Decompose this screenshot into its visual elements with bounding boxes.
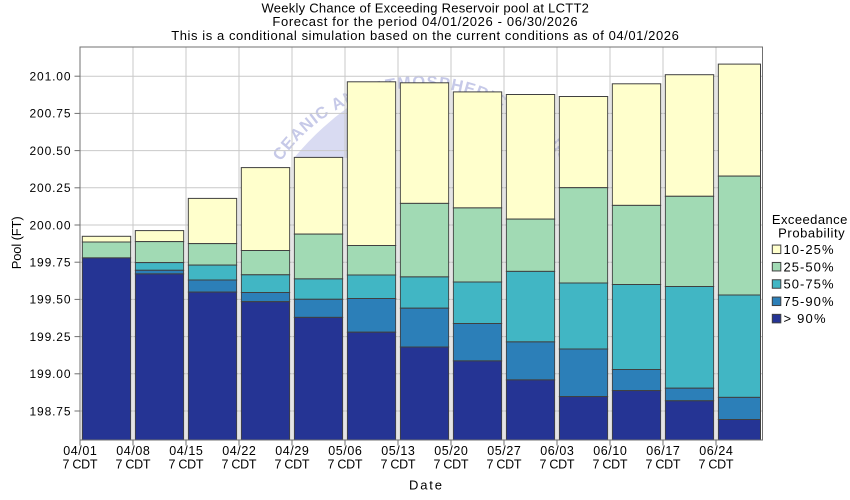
svg-text:05/13: 05/13 [381, 444, 415, 458]
svg-text:Date: Date [409, 478, 442, 493]
svg-text:7 CDT: 7 CDT [328, 458, 363, 472]
svg-text:199.00: 199.00 [30, 367, 71, 381]
svg-text:200.75: 200.75 [30, 107, 71, 121]
svg-text:7 CDT: 7 CDT [63, 458, 98, 472]
svg-text:199.25: 199.25 [30, 330, 71, 344]
svg-text:Forecast for the period 04/01/: Forecast for the period 04/01/2026 - 06/… [272, 14, 577, 29]
svg-text:7 CDT: 7 CDT [275, 458, 310, 472]
svg-text:199.50: 199.50 [30, 293, 71, 307]
svg-text:7 CDT: 7 CDT [646, 458, 681, 472]
svg-text:05/20: 05/20 [434, 444, 468, 458]
svg-text:7 CDT: 7 CDT [116, 458, 151, 472]
svg-text:200.50: 200.50 [30, 144, 71, 158]
svg-text:04/29: 04/29 [275, 444, 309, 458]
svg-text:Probability: Probability [778, 226, 845, 241]
svg-text:04/15: 04/15 [169, 444, 203, 458]
svg-text:7 CDT: 7 CDT [381, 458, 416, 472]
svg-text:199.75: 199.75 [30, 256, 71, 270]
svg-text:7 CDT: 7 CDT [434, 458, 469, 472]
svg-text:7 CDT: 7 CDT [540, 458, 575, 472]
svg-text:Exceedance: Exceedance [772, 212, 848, 227]
svg-text:Weekly Chance of Exceeding Res: Weekly Chance of Exceeding Reservoir poo… [262, 1, 589, 16]
svg-text:50-75%: 50-75% [784, 277, 834, 292]
svg-text:200.00: 200.00 [30, 218, 71, 232]
svg-text:201.00: 201.00 [30, 70, 71, 84]
svg-text:200.25: 200.25 [30, 181, 71, 195]
svg-text:198.75: 198.75 [30, 404, 71, 418]
svg-text:Pool (FT): Pool (FT) [9, 216, 24, 269]
svg-text:25-50%: 25-50% [784, 259, 834, 274]
svg-text:7 CDT: 7 CDT [593, 458, 628, 472]
svg-text:05/27: 05/27 [487, 444, 521, 458]
svg-text:10-25%: 10-25% [784, 242, 834, 257]
svg-text:04/22: 04/22 [222, 444, 256, 458]
svg-text:7 CDT: 7 CDT [222, 458, 257, 472]
svg-text:04/08: 04/08 [116, 444, 150, 458]
svg-text:75-90%: 75-90% [784, 294, 834, 309]
svg-text:> 90%: > 90% [784, 311, 826, 326]
svg-text:05/06: 05/06 [328, 444, 362, 458]
svg-text:06/17: 06/17 [646, 444, 680, 458]
svg-text:7 CDT: 7 CDT [699, 458, 734, 472]
svg-text:06/24: 06/24 [699, 444, 733, 458]
svg-text:06/10: 06/10 [593, 444, 627, 458]
svg-text:This is a conditional simulati: This is a conditional simulation based o… [171, 28, 679, 43]
svg-text:7 CDT: 7 CDT [169, 458, 204, 472]
svg-text:06/03: 06/03 [540, 444, 574, 458]
svg-text:04/01: 04/01 [63, 444, 97, 458]
svg-text:7 CDT: 7 CDT [487, 458, 522, 472]
